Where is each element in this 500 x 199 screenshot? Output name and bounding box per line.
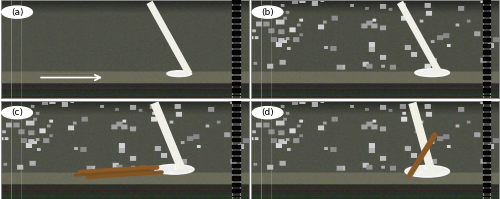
Circle shape (2, 6, 32, 18)
Ellipse shape (415, 69, 450, 77)
Ellipse shape (154, 164, 194, 174)
Text: (d): (d) (261, 108, 274, 117)
Circle shape (252, 6, 283, 18)
Text: (b): (b) (261, 8, 274, 17)
Text: (c): (c) (11, 108, 23, 117)
Ellipse shape (167, 71, 192, 77)
Circle shape (2, 107, 32, 119)
Ellipse shape (405, 165, 450, 177)
Circle shape (252, 107, 283, 119)
Text: (a): (a) (11, 8, 24, 17)
